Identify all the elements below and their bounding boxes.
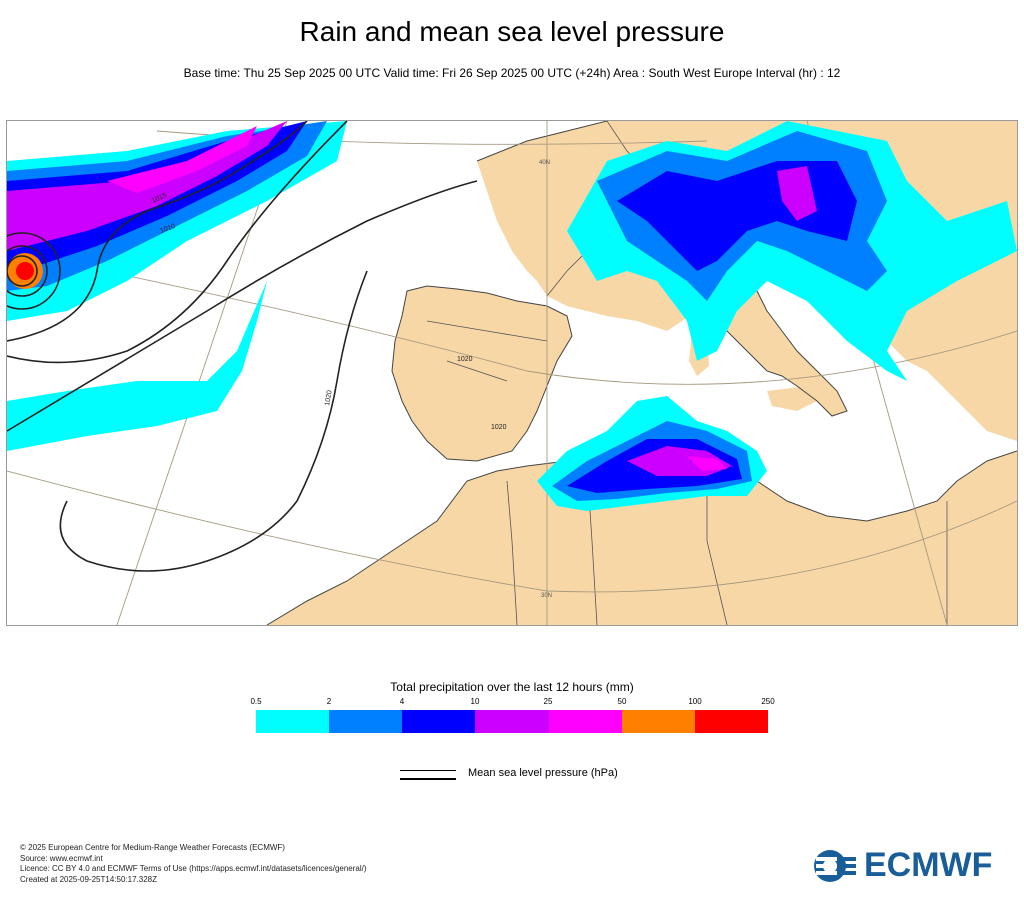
legend-tick-1: 2 [326,697,332,706]
precip-cyan-band [7,281,267,451]
legend-tick-3: 10 [470,697,480,706]
legend-title: Total precipitation over the last 12 hou… [390,680,634,694]
isobar-label-1020b: 1020 [491,424,507,431]
legend-tick-5: 50 [617,697,627,706]
isobars [7,121,478,572]
legend-colorbar [256,710,768,733]
legend-swatch-0 [256,710,330,733]
footer-source: Source: www.ecmwf.int [20,853,103,863]
legend-tick-4: 25 [543,697,553,706]
map-svg: 1015 1010 1020 1020 1020 40N 30N [7,121,1017,625]
pressure-key-line-thin [400,770,456,771]
pressure-key-line-thick [400,778,456,780]
legend-tick-7: 250 [761,697,775,706]
land-sicily [767,386,817,411]
precipitation-europe [567,121,1017,391]
isobar-label-1020c: 1020 [324,390,334,407]
legend-tick-6: 100 [688,697,702,706]
graticule-label-group: 40N 30N [539,160,552,599]
legend-swatch-3 [475,710,549,733]
footer: © 2025 European Centre for Medium-Range … [20,843,367,885]
legend-swatch-1 [329,710,403,733]
footer-created: Created at 2025-09-25T14:50:17.328Z [20,874,157,884]
graticule-label-40n: 40N [539,160,550,166]
precipitation-africa [537,396,767,511]
footer-licence: Licence: CC BY 4.0 and ECMWF Terms of Us… [20,864,367,873]
land-iberia [392,286,572,461]
legend-ticks: 0.5 2 4 10 25 50 100 250 [250,697,774,709]
land-north-africa [267,446,1017,625]
isobar-label-1010: 1010 [159,223,176,235]
pressure-key: Mean sea level pressure (hPa) [400,766,700,786]
ecmwf-logo-icon [814,850,856,882]
legend-swatch-2 [402,710,476,733]
ecmwf-logo[interactable]: ECMWF [812,846,1012,886]
pressure-key-label: Mean sea level pressure (hPa) [468,767,618,779]
legend-tick-0: 0.5 [250,697,262,706]
graticule-label-30n: 30N [541,593,552,599]
precip-purple-eu [777,166,817,221]
ecmwf-logo-text: ECMWF [864,846,993,884]
chart-subtitle: Base time: Thu 25 Sep 2025 00 UTC Valid … [183,66,841,80]
legend-tick-2: 4 [399,697,405,706]
precip-magenta-af [687,456,727,471]
legend-swatch-4 [548,710,622,733]
isobar-label-1020a: 1020 [457,356,473,363]
legend-swatch-6 [694,710,768,733]
chart-title: Rain and mean sea level pressure [299,16,725,47]
footer-copyright: © 2025 European Centre for Medium-Range … [20,843,285,852]
weather-map[interactable]: 1015 1010 1020 1020 1020 40N 30N [6,120,1018,626]
precip-magenta-atl [107,126,257,193]
legend-swatch-5 [621,710,695,733]
